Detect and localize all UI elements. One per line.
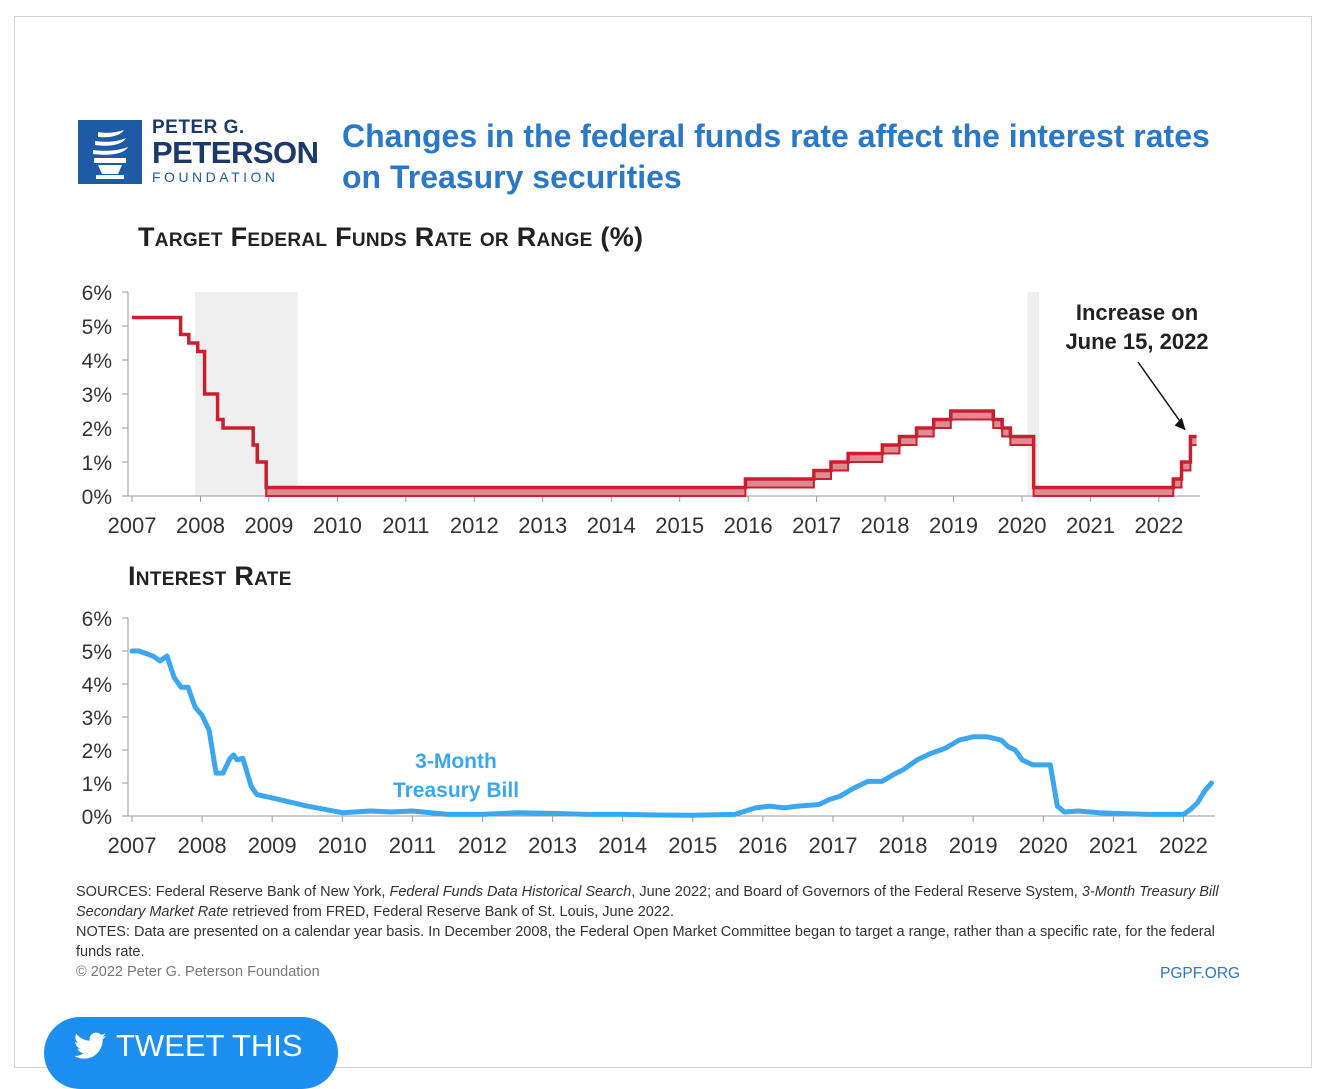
x-tick-label: 2007	[108, 833, 157, 858]
torch-logo-icon	[78, 120, 142, 184]
x-tick-label: 2014	[598, 833, 647, 858]
title-line-1: Changes in the federal funds rate affect…	[342, 118, 1210, 154]
y-tick-label: 0%	[82, 806, 112, 829]
x-tick-label: 2020	[1019, 833, 1068, 858]
chart-main-title: Changes in the federal funds rate affect…	[342, 116, 1242, 198]
logo-line-2: PETERSON	[152, 135, 319, 170]
x-tick-label: 2017	[808, 833, 857, 858]
tweet-button-label: TWEET THIS	[116, 1028, 303, 1063]
x-tick-label: 2009	[248, 833, 297, 858]
x-tick-label: 2016	[724, 513, 773, 538]
y-tick-label: 1%	[82, 773, 112, 796]
y-tick-label: 3%	[82, 384, 112, 407]
twitter-bird-icon	[74, 1032, 106, 1059]
x-tick-label: 2017	[792, 513, 841, 538]
y-tick-label: 6%	[82, 282, 112, 305]
copyright-text: © 2022 Peter G. Peterson Foundation	[76, 964, 320, 980]
logo-line-3: FOUNDATION	[152, 169, 279, 185]
fed-funds-lower-bound-line	[132, 316, 1197, 497]
tbill-series-label-1: 3-Month	[415, 750, 497, 773]
annotation-line-1: Increase on	[1076, 300, 1198, 325]
x-tick-label: 2008	[178, 833, 227, 858]
tbill-series-label-2: Treasury Bill	[393, 779, 519, 802]
x-tick-label: 2009	[244, 513, 293, 538]
x-tick-label: 2021	[1066, 513, 1115, 538]
x-tick-label: 2020	[998, 513, 1047, 538]
y-tick-label: 3%	[82, 707, 112, 730]
x-tick-label: 2018	[861, 513, 910, 538]
y-tick-label: 5%	[82, 641, 112, 664]
x-tick-label: 2012	[450, 513, 499, 538]
x-tick-label: 2013	[528, 833, 577, 858]
x-tick-label: 2013	[518, 513, 567, 538]
x-tick-label: 2022	[1134, 513, 1183, 538]
sources-text: SOURCES: Federal Reserve Bank of New Yor…	[76, 884, 1219, 920]
x-tick-label: 2016	[738, 833, 787, 858]
annotation-line-2: June 15, 2022	[1065, 329, 1208, 354]
tweet-this-button[interactable]: TWEET THIS	[44, 1017, 338, 1089]
y-tick-label: 4%	[82, 350, 112, 373]
sources-notes: SOURCES: Federal Reserve Bank of New Yor…	[76, 882, 1246, 962]
fed-funds-panel-title: Target Federal Funds Rate or Range (%)	[138, 222, 644, 252]
x-tick-label: 2008	[176, 513, 225, 538]
x-tick-label: 2011	[382, 513, 429, 538]
x-tick-label: 2010	[318, 833, 367, 858]
y-tick-label: 0%	[82, 486, 112, 509]
x-tick-label: 2018	[879, 833, 928, 858]
annotation-arrowhead	[1174, 417, 1186, 431]
y-tick-label: 1%	[82, 452, 112, 475]
y-tick-label: 2%	[82, 740, 112, 763]
x-tick-label: 2011	[389, 833, 436, 858]
foundation-logo-text: PETER G. PETERSON FOUNDATION	[152, 118, 319, 186]
tbill-series-line	[129, 648, 1214, 818]
y-tick-label: 4%	[82, 674, 112, 697]
x-tick-label: 2007	[108, 513, 157, 538]
logo-line-1: PETER G.	[152, 117, 245, 138]
interest-rate-panel-title: Interest Rate	[128, 561, 292, 591]
title-line-2: on Treasury securities	[342, 159, 682, 195]
x-tick-label: 2015	[655, 513, 704, 538]
x-tick-label: 2014	[587, 513, 636, 538]
chart-card	[14, 16, 1312, 1068]
x-tick-label: 2021	[1089, 833, 1138, 858]
annotation-arrow-line	[1137, 361, 1185, 427]
y-tick-label: 5%	[82, 316, 112, 339]
x-tick-label: 2010	[313, 513, 362, 538]
x-tick-label: 2015	[668, 833, 717, 858]
site-link[interactable]: PGPF.ORG	[1160, 965, 1241, 982]
x-tick-label: 2019	[949, 833, 998, 858]
recession-shading	[1027, 292, 1040, 496]
x-tick-label: 2019	[929, 513, 978, 538]
notes-text: NOTES: Data are presented on a calendar …	[76, 924, 1215, 960]
y-tick-label: 2%	[82, 418, 112, 441]
x-tick-label: 2012	[458, 833, 507, 858]
x-tick-label: 2022	[1159, 833, 1208, 858]
y-tick-label: 6%	[82, 608, 112, 631]
